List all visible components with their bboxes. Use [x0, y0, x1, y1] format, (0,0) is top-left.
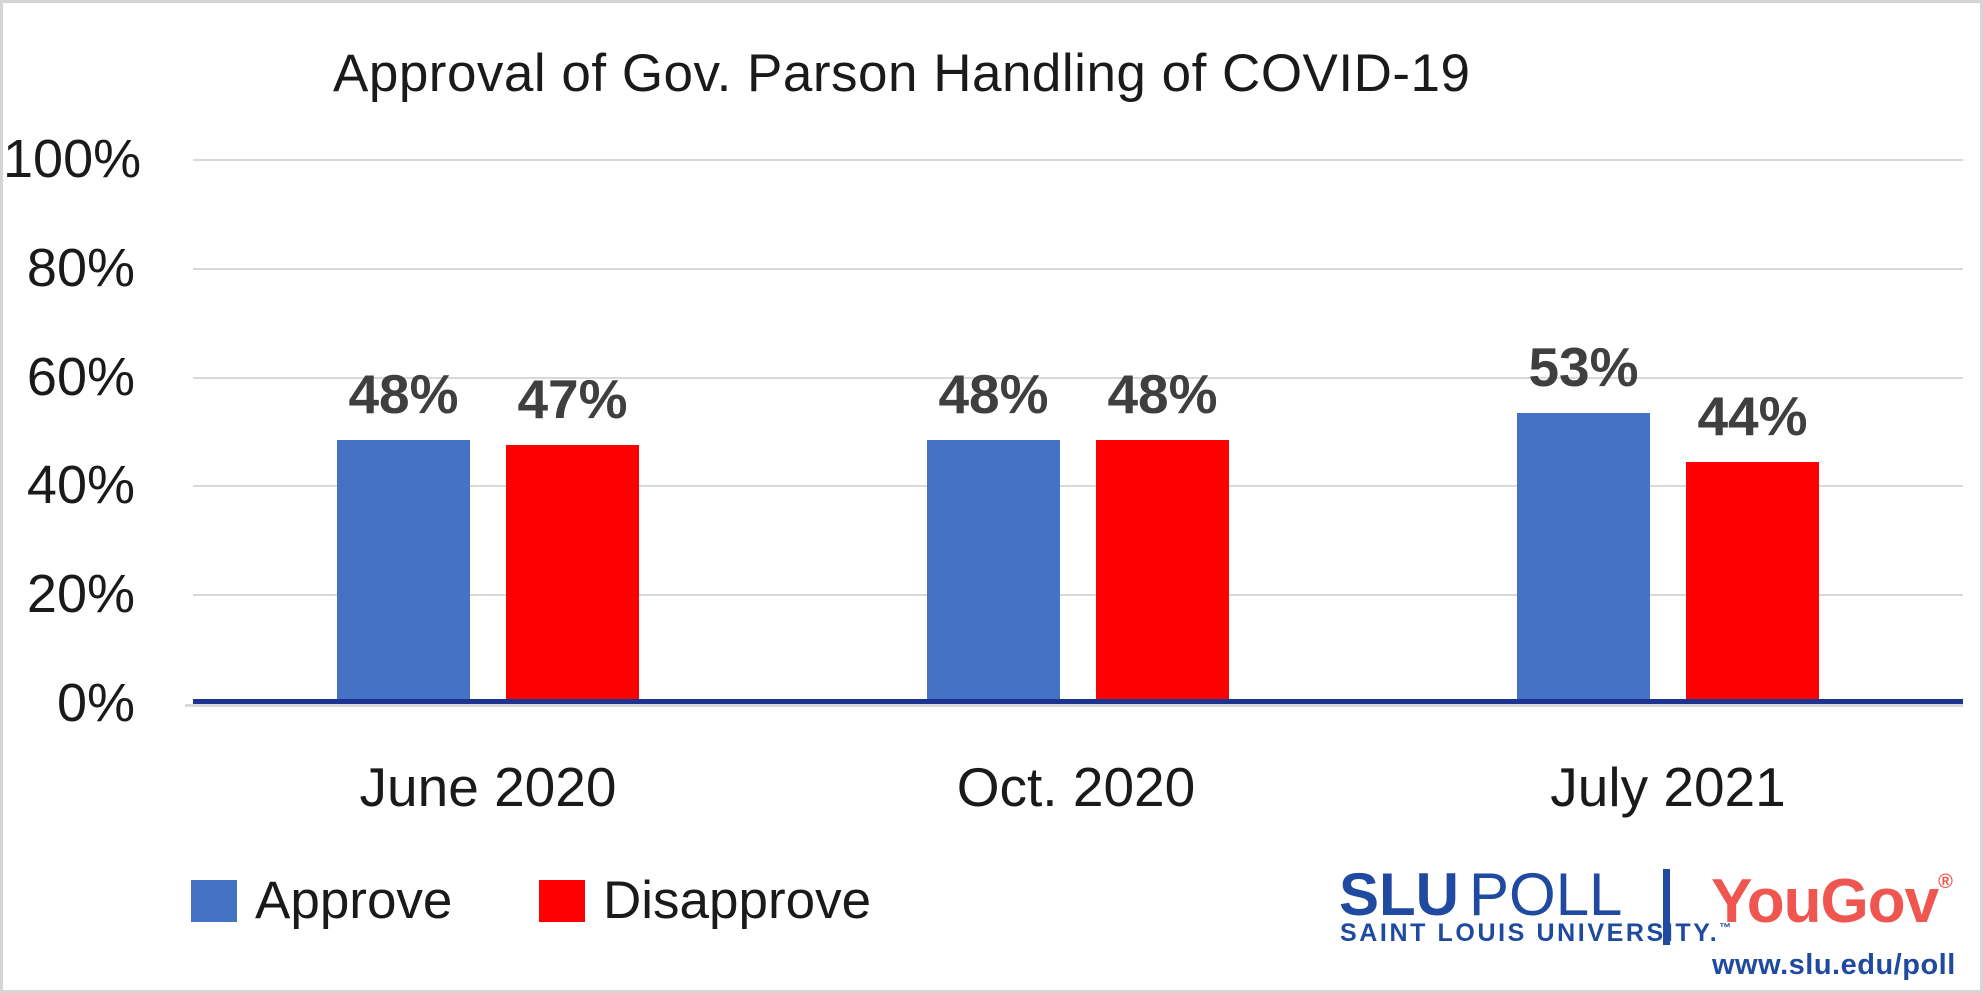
brand-separator-bar	[1663, 869, 1670, 945]
y-axis-tick-40: 40%	[26, 455, 135, 515]
y-axis-tick-80: 80%	[26, 238, 135, 298]
y-axis-tick-20: 20%	[26, 564, 135, 624]
slu-poll-logo: SLU POLL	[1339, 860, 1622, 929]
x-axis-gray-line	[185, 704, 1963, 707]
chart-title: Approval of Gov. Parson Handling of COVI…	[333, 44, 1471, 103]
data-label: 48%	[1107, 363, 1218, 425]
legend-label-approve: Approve	[255, 871, 453, 930]
bar-disapprove-oct-2020: 48%	[1096, 363, 1229, 701]
bar-approve-july-2021: 53%	[1517, 336, 1650, 701]
gridline-80	[193, 268, 1963, 270]
data-label: 47%	[517, 368, 628, 430]
y-axis-tick-100: 100%	[3, 129, 142, 189]
bar-disapprove-june-2020: 47%	[506, 368, 639, 701]
x-axis-baseline	[193, 699, 1963, 704]
data-label: 48%	[938, 363, 1049, 425]
data-label: 48%	[348, 363, 459, 425]
bar-disapprove-july-2021: 44%	[1686, 385, 1819, 701]
bar-approve-june-2020: 48%	[337, 363, 470, 701]
plot-area: 48% 47% 48% 48% 53% 44%	[185, 159, 1963, 707]
legend-swatch-approve	[191, 880, 237, 922]
yougov-logo-text: YouGov	[1711, 867, 1939, 936]
y-axis-tick-0: 0%	[56, 673, 135, 733]
slu-poll-url: www.slu.edu/poll	[1712, 949, 1956, 981]
x-category-label-june-2020: June 2020	[359, 756, 617, 818]
poll-logo-text: POLL	[1469, 861, 1623, 928]
legend-label-disapprove: Disapprove	[603, 871, 872, 930]
registered-symbol: ®	[1938, 871, 1953, 893]
y-axis-tick-60: 60%	[26, 347, 135, 407]
data-label: 53%	[1528, 336, 1639, 398]
university-name: SAINT LOUIS UNIVERSITY.	[1340, 919, 1720, 947]
x-category-label-oct-2020: Oct. 2020	[956, 756, 1196, 818]
bar-approve-oct-2020: 48%	[927, 363, 1060, 701]
slu-logo-text: SLU	[1339, 861, 1459, 928]
gridline-60	[193, 377, 1963, 379]
data-label: 44%	[1697, 385, 1808, 447]
yougov-logo: YouGov®	[1711, 866, 1953, 937]
gridline-40	[193, 485, 1963, 487]
trademark-symbol: ™	[1719, 920, 1732, 935]
legend-swatch-disapprove	[539, 880, 585, 922]
gridline-100	[193, 159, 1963, 161]
x-category-label-july-2021: July 2021	[1550, 756, 1786, 818]
saint-louis-university-text: SAINT LOUIS UNIVERSITY.™	[1340, 919, 1731, 948]
gridline-20	[193, 594, 1963, 596]
